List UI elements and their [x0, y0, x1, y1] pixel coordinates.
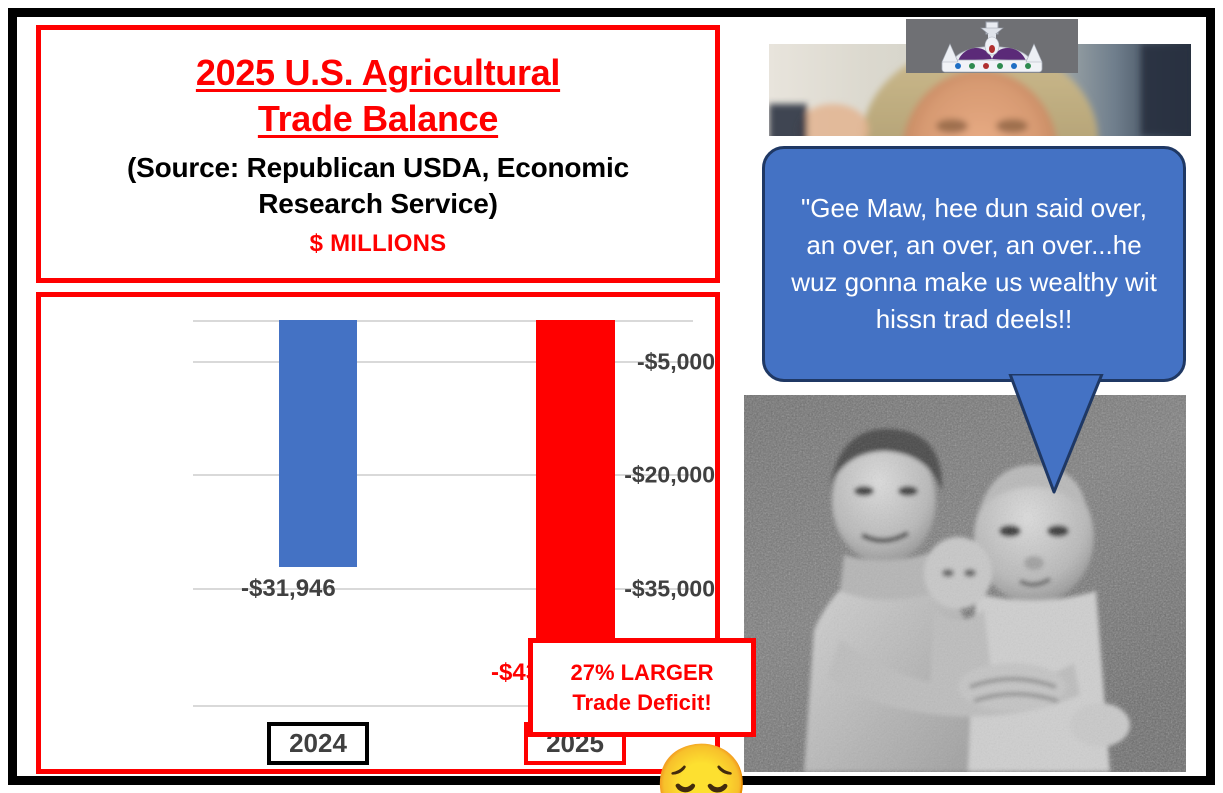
speech-bubble-text: "Gee Maw, hee dun said over, an over, an…: [791, 193, 1157, 334]
page-title: 2025 U.S. Agricultural Trade Balance: [195, 50, 561, 142]
bar-2024[interactable]: [279, 320, 357, 567]
crown-icon: [906, 19, 1078, 73]
gridline-5000: [193, 361, 693, 363]
woman-and-baby-photo-graphic: [744, 395, 1186, 772]
gridline-20000: [193, 474, 693, 476]
callout-line-2: Trade Deficit!: [572, 689, 712, 715]
gridline-35000: [193, 588, 693, 590]
y-tick-label-0: -$5,000: [636, 348, 715, 375]
title-source: (Source: Republican USDA, Economic Resea…: [127, 150, 629, 223]
chart-plot-area: -$5,000 -$20,000 -$35,000 -$50,000 -$31,…: [41, 297, 756, 793]
title-line-2: Trade Balance: [257, 97, 499, 139]
pensive-face-icon: 😔: [653, 740, 751, 793]
title-line-1: 2025 U.S. Agricultural: [195, 51, 561, 93]
x-axis-label-2024: 2024: [267, 722, 369, 765]
callout-27-percent-larger: 27% LARGER Trade Deficit!: [528, 638, 756, 737]
title-units: $ MILLIONS: [309, 230, 447, 258]
speech-bubble-tail: [1008, 374, 1104, 494]
y-tick-label-2: -$35,000: [624, 575, 715, 602]
source-line-2: Research Service): [258, 188, 498, 220]
y-tick-label-1: -$20,000: [624, 461, 715, 488]
title-panel: 2025 U.S. Agricultural Trade Balance (So…: [36, 25, 720, 283]
source-line-1: (Source: Republican USDA, Economic: [127, 151, 629, 183]
bar-2025[interactable]: [536, 320, 615, 653]
gridline-50000: [193, 705, 693, 707]
speech-bubble: "Gee Maw, hee dun said over, an over, an…: [762, 146, 1186, 382]
data-label-2024: -$31,946: [241, 575, 336, 602]
gridline-top: [193, 320, 693, 322]
callout-line-1: 27% LARGER: [570, 660, 714, 686]
crown-overlay-image: [906, 19, 1078, 73]
bottom-historic-photo: [744, 395, 1186, 772]
chart-panel: -$5,000 -$20,000 -$35,000 -$50,000 -$31,…: [36, 292, 756, 793]
